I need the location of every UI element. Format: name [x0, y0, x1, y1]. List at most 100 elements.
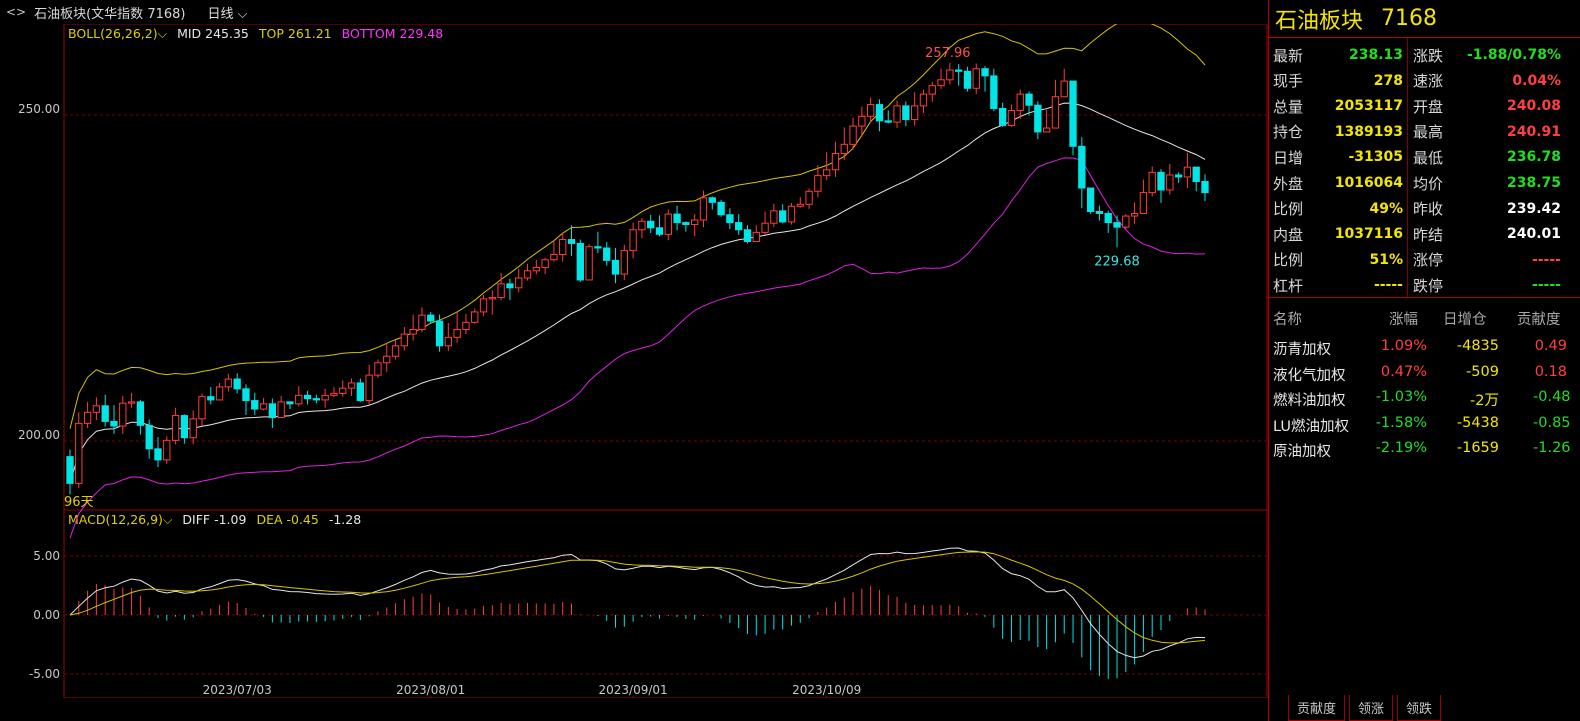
candle-body	[726, 214, 734, 224]
quote-value: 238.75	[1506, 175, 1561, 191]
boll-mid: MID 245.35	[177, 26, 249, 41]
quote-key: 外盘	[1273, 174, 1304, 193]
component-row[interactable]: 原油加权 -2.19% -1659 -1.26	[1273, 440, 1573, 464]
quote-key: 杠杆	[1273, 276, 1304, 295]
period-selector[interactable]: 日线 ⌵	[207, 3, 247, 22]
tab-leading-down[interactable]: 领跌	[1397, 695, 1442, 721]
candle-body	[937, 79, 945, 87]
candle-body	[145, 424, 153, 450]
candle-body	[1201, 181, 1209, 194]
boll-top-line	[69, 24, 1206, 429]
component-list-header: 名称 涨幅 日增仓 贡献度	[1273, 308, 1573, 330]
tab-contribution[interactable]: 贡献度	[1288, 695, 1346, 721]
quote-key: 比例	[1273, 200, 1304, 219]
quote-key: 总量	[1273, 97, 1304, 116]
quote-key: 开盘	[1413, 97, 1444, 116]
quote-code: 7168	[1381, 6, 1438, 31]
candle-body	[875, 104, 884, 122]
quote-key: 涨停	[1413, 251, 1444, 270]
quote-key: 最高	[1413, 123, 1444, 142]
quote-row: 日增 -31305	[1273, 144, 1403, 170]
component-change: 0.47%	[1380, 363, 1427, 380]
col-increase[interactable]: 日增仓	[1443, 312, 1487, 328]
quote-value: 239.42	[1506, 200, 1561, 217]
component-contribution: -0.85	[1533, 414, 1571, 431]
quote-row: 跌停 -----	[1413, 272, 1561, 298]
candle-body	[1078, 145, 1086, 189]
quote-row: 外盘 1016064	[1273, 170, 1403, 196]
quote-row: 现手 278	[1273, 68, 1403, 94]
candle-body	[479, 298, 488, 313]
macd-tick-label: 0.00	[33, 608, 60, 622]
component-row[interactable]: LU燃油加权 -1.58% -5438 -0.85	[1273, 415, 1573, 439]
col-name[interactable]: 名称	[1273, 312, 1302, 328]
candle-body	[893, 105, 901, 123]
candle-body	[735, 222, 743, 231]
candle-body	[972, 68, 980, 89]
candle-body	[998, 107, 1007, 126]
macd-selector[interactable]: MACD(12,26,9)⌵	[68, 512, 172, 528]
candle-body	[418, 314, 426, 331]
candle-body	[1148, 171, 1156, 194]
component-change: 1.09%	[1380, 338, 1427, 354]
chart-grid	[63, 24, 1268, 698]
candle-body	[75, 422, 83, 484]
macd-dea: DEA -0.45	[256, 512, 319, 527]
candle-body	[1069, 80, 1077, 147]
col-change[interactable]: 涨幅	[1389, 312, 1418, 328]
candle-body	[330, 392, 338, 396]
candle-body	[928, 85, 936, 95]
candle-body	[910, 105, 919, 121]
quote-value: -----	[1531, 277, 1561, 294]
switch-icon[interactable]: <>	[6, 5, 27, 19]
quote-key: 现手	[1273, 72, 1304, 91]
component-name: 液化气加权	[1273, 367, 1346, 384]
candle-body	[110, 420, 118, 427]
quote-row: 最低 236.78	[1413, 144, 1561, 170]
candle-body	[215, 386, 224, 401]
quote-row: 内盘 1037116	[1273, 221, 1403, 247]
candle-body	[1157, 171, 1165, 191]
component-contribution: 0.49	[1534, 338, 1567, 354]
instrument-title: 石油板块(文华指数 7168)	[34, 6, 186, 22]
kline-chart[interactable]: 250.00 200.00 5.00 0.00 -5.00 2023/07/03 2023/…	[0, 24, 1268, 698]
boll-selector[interactable]: BOLL(26,26,2)⌵	[68, 26, 167, 42]
candle-body	[339, 387, 347, 394]
quote-key: 最低	[1413, 148, 1444, 167]
candle-body	[383, 355, 391, 364]
candle-body	[268, 403, 277, 419]
candle-body	[682, 222, 690, 226]
candle-body	[664, 213, 672, 235]
col-contribution[interactable]: 贡献度	[1517, 312, 1561, 328]
candle-body	[585, 246, 593, 281]
candle-body	[1139, 192, 1148, 214]
chevron-down-icon: ⌵	[233, 6, 248, 22]
candle-body	[506, 283, 514, 289]
candle-body	[550, 254, 558, 261]
component-list: 名称 涨幅 日增仓 贡献度 沥青加权 1.09% -4835 0.49 液化气加权 0.4…	[1269, 298, 1580, 468]
boll-label: BOLL(26,26,2)	[68, 26, 158, 41]
candle-body	[990, 75, 998, 109]
quote-value: 240.08	[1506, 98, 1561, 115]
candle-body	[1130, 212, 1139, 217]
candle-body	[691, 219, 699, 226]
candle-body	[603, 247, 611, 261]
candle-body	[787, 205, 796, 223]
candle-body	[427, 314, 435, 322]
component-row[interactable]: 液化气加权 0.47% -509 0.18	[1273, 364, 1573, 388]
candle-body	[471, 311, 479, 323]
candle-body	[1034, 104, 1042, 133]
candle-body	[708, 197, 716, 203]
candle-body	[189, 418, 197, 439]
date-label: 2023/10/09	[792, 683, 861, 697]
candle-body	[567, 239, 576, 244]
macd-tick-label: -5.00	[29, 667, 60, 681]
component-name: LU燃油加权	[1273, 418, 1349, 435]
component-row[interactable]: 燃料油加权 -1.03% -2万 -0.48	[1273, 389, 1573, 413]
tab-leading-up[interactable]: 领涨	[1349, 695, 1394, 721]
quote-key: 比例	[1273, 251, 1304, 270]
candle-body	[365, 374, 373, 402]
candle-body	[1192, 166, 1200, 183]
component-row[interactable]: 沥青加权 1.09% -4835 0.49	[1273, 338, 1573, 362]
quote-value: 1016064	[1334, 175, 1403, 191]
